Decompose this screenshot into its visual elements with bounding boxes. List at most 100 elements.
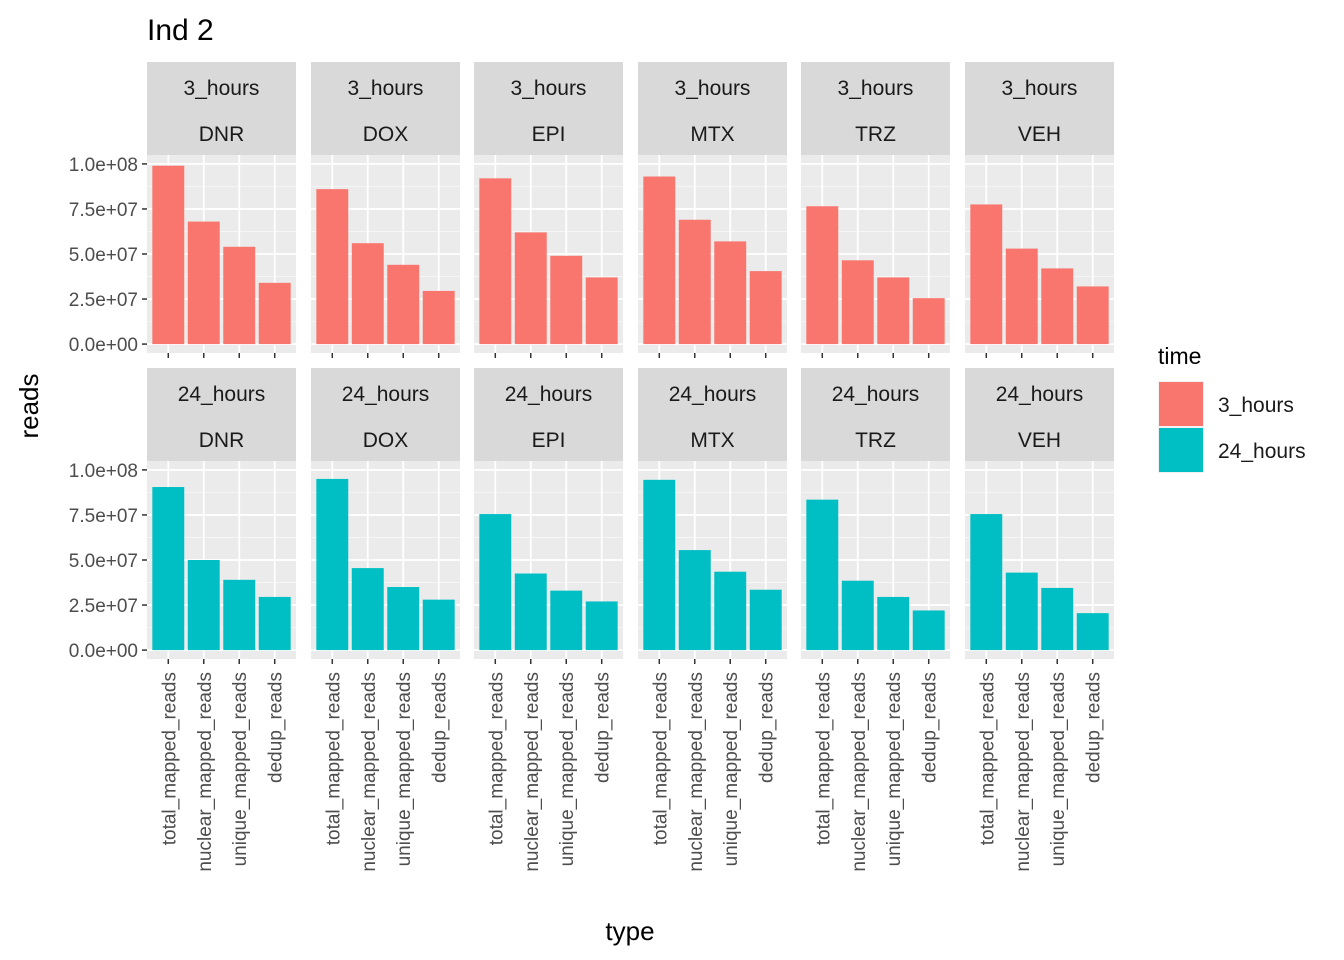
x-tick-label: dedup_reads bbox=[757, 672, 778, 783]
legend-key bbox=[1159, 428, 1203, 472]
y-tick-label: 7.5e+07 bbox=[69, 506, 138, 527]
x-tick-label: total_mapped_reads bbox=[159, 672, 180, 845]
bar bbox=[1041, 268, 1074, 345]
facet-strip bbox=[474, 62, 623, 155]
strip-label-treatment: MTX bbox=[690, 123, 734, 146]
facet-strip bbox=[638, 368, 787, 461]
x-tick-label: dedup_reads bbox=[1084, 672, 1105, 783]
legend-title: time bbox=[1158, 343, 1201, 369]
y-tick-label: 0.0e+00 bbox=[69, 335, 138, 356]
bar bbox=[585, 601, 618, 651]
y-tick-label: 1.0e+08 bbox=[69, 461, 138, 482]
bar bbox=[643, 176, 676, 345]
bar bbox=[1076, 613, 1109, 651]
bar bbox=[550, 590, 583, 651]
bar bbox=[643, 479, 676, 651]
strip-label-treatment: VEH bbox=[1018, 123, 1061, 146]
strip-label-treatment: TRZ bbox=[855, 123, 896, 146]
bar bbox=[187, 560, 220, 651]
facet-strip bbox=[801, 368, 950, 461]
y-tick-label: 2.5e+07 bbox=[69, 290, 138, 311]
bar bbox=[187, 221, 220, 345]
x-tick-label: unique_mapped_reads bbox=[394, 672, 415, 866]
bar bbox=[714, 241, 747, 345]
bar bbox=[152, 165, 185, 345]
x-tick-label: dedup_reads bbox=[430, 672, 451, 783]
facet-strip bbox=[638, 62, 787, 155]
strip-label-treatment: VEH bbox=[1018, 429, 1061, 452]
strip-label-time: 3_hours bbox=[675, 77, 751, 100]
x-tick-label: nuclear_mapped_reads bbox=[686, 672, 707, 872]
bar bbox=[479, 178, 512, 345]
strip-label-time: 3_hours bbox=[184, 77, 260, 100]
bar bbox=[678, 550, 711, 651]
bar bbox=[714, 571, 747, 651]
bar bbox=[912, 298, 945, 345]
x-tick-label: total_mapped_reads bbox=[813, 672, 834, 845]
strip-label-treatment: EPI bbox=[532, 429, 566, 452]
legend-label: 3_hours bbox=[1218, 394, 1294, 417]
bar bbox=[806, 499, 839, 651]
strip-label-time: 3_hours bbox=[511, 77, 587, 100]
bar bbox=[970, 204, 1003, 345]
strip-label-time: 24_hours bbox=[505, 383, 593, 406]
facet-panels: 0.0e+00 2.5e+07 5.0e+07 7.5e+07 1.0e+08 3_hou… bbox=[69, 62, 1114, 872]
bar bbox=[877, 277, 910, 345]
facet-strip bbox=[147, 62, 296, 155]
strip-label-time: 24_hours bbox=[178, 383, 266, 406]
strip-label-time: 3_hours bbox=[838, 77, 914, 100]
bar bbox=[223, 246, 256, 345]
bar bbox=[970, 514, 1003, 651]
bar bbox=[806, 206, 839, 345]
x-tick-label: nuclear_mapped_reads bbox=[1013, 672, 1034, 872]
strip-label-time: 24_hours bbox=[342, 383, 430, 406]
legend-key bbox=[1159, 382, 1203, 426]
facet-strip bbox=[474, 368, 623, 461]
x-tick-label: unique_mapped_reads bbox=[884, 672, 905, 866]
bar bbox=[258, 596, 291, 651]
strip-label-time: 24_hours bbox=[832, 383, 920, 406]
bar bbox=[387, 587, 420, 651]
bar bbox=[877, 596, 910, 651]
bar bbox=[422, 290, 455, 345]
facet-strip bbox=[311, 368, 460, 461]
legend-label: 24_hours bbox=[1218, 440, 1306, 463]
strip-label-treatment: MTX bbox=[690, 429, 734, 452]
x-tick-label: unique_mapped_reads bbox=[721, 672, 742, 866]
x-tick-label: total_mapped_reads bbox=[323, 672, 344, 845]
x-tick-label: unique_mapped_reads bbox=[557, 672, 578, 866]
y-tick-label: 1.0e+08 bbox=[69, 155, 138, 176]
bar bbox=[1005, 248, 1038, 345]
bar bbox=[585, 277, 618, 345]
strip-label-treatment: EPI bbox=[532, 123, 566, 146]
x-tick-label: nuclear_mapped_reads bbox=[195, 672, 216, 872]
bar bbox=[749, 271, 782, 345]
bar bbox=[223, 579, 256, 651]
x-tick-label: nuclear_mapped_reads bbox=[522, 672, 543, 872]
strip-label-time: 24_hours bbox=[669, 383, 757, 406]
bar bbox=[1005, 572, 1038, 651]
y-tick-label: 7.5e+07 bbox=[69, 200, 138, 221]
x-axis-title: type bbox=[605, 916, 654, 946]
bar bbox=[841, 260, 874, 345]
strip-label-treatment: TRZ bbox=[855, 429, 896, 452]
bar bbox=[912, 610, 945, 651]
bar bbox=[841, 580, 874, 651]
bar bbox=[422, 599, 455, 651]
facet-strip bbox=[965, 368, 1114, 461]
bar bbox=[678, 219, 711, 345]
bar bbox=[351, 568, 384, 651]
x-tick-label: dedup_reads bbox=[266, 672, 287, 783]
bar bbox=[258, 282, 291, 345]
y-tick-label: 5.0e+07 bbox=[69, 551, 138, 572]
legend: time 3_hours 24_hours bbox=[1158, 343, 1306, 473]
bar bbox=[152, 487, 185, 651]
x-tick-label: total_mapped_reads bbox=[650, 672, 671, 845]
strip-label-treatment: DNR bbox=[199, 429, 245, 452]
bar bbox=[550, 255, 583, 345]
y-tick-label: 2.5e+07 bbox=[69, 596, 138, 617]
bar bbox=[479, 514, 512, 651]
strip-label-time: 24_hours bbox=[996, 383, 1084, 406]
x-tick-label: total_mapped_reads bbox=[977, 672, 998, 845]
